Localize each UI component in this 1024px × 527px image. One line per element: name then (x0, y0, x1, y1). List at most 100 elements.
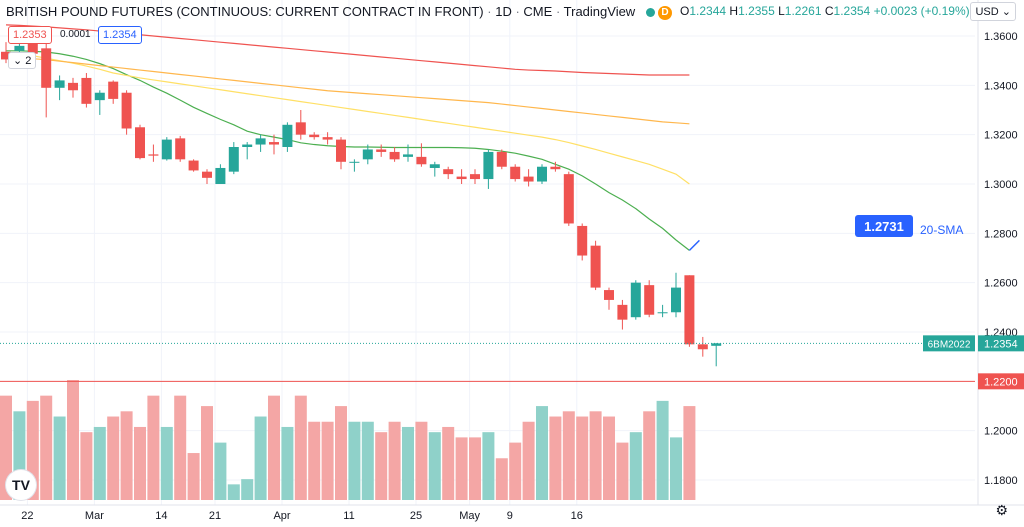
volume-bar (576, 416, 589, 500)
time-tick-label: 14 (155, 510, 167, 522)
time-tick-label: 9 (507, 510, 513, 522)
time-tick-label: Mar (85, 510, 104, 522)
candle-body (81, 77, 92, 104)
moving-averages (5, 24, 690, 251)
sma-name-label: 20-SMA (920, 223, 963, 237)
price-tick-label: 1.3400 (984, 80, 1018, 92)
volume-bar (522, 421, 535, 500)
volume-bar (643, 411, 656, 500)
candle-body (349, 161, 360, 163)
volume-bar (147, 395, 160, 500)
last-price-label: 1.2354 (984, 338, 1018, 350)
symbol-title[interactable]: BRITISH POUND FUTURES (CONTINUOUS: CURRE… (6, 4, 484, 19)
price-tick-label: 1.2000 (984, 426, 1018, 438)
sma-line-100 (5, 56, 690, 125)
candle-body (188, 160, 199, 171)
volume-bar (482, 432, 495, 500)
price-tick-label: 1.3600 (984, 31, 1018, 43)
sma-line-20-sma (6, 50, 690, 251)
candle-body (456, 176, 467, 180)
volume-bar (656, 400, 669, 500)
price-axis-bg (978, 0, 1024, 527)
tradingview-logo-icon[interactable]: TV (6, 470, 36, 500)
chart-header: BRITISH POUND FUTURES (CONTINUOUS: CURRE… (6, 4, 673, 20)
candle-body (550, 166, 561, 170)
candle-body (577, 225, 588, 256)
volume-bar (160, 426, 173, 500)
candle-body (27, 40, 38, 54)
volume-bar (562, 411, 575, 500)
candle-body (108, 81, 119, 99)
interval-label[interactable]: 1D (495, 4, 512, 19)
candle-body (617, 304, 628, 320)
candle-body (269, 142, 279, 145)
candle-body (523, 176, 534, 182)
volume-bar (683, 406, 696, 500)
volume-bar (187, 453, 200, 500)
sell-price-badge[interactable]: 1.2353 (8, 26, 52, 44)
symbol-tag (923, 335, 975, 352)
price-tick-label: 1.2600 (984, 278, 1018, 290)
time-tick-label: May (459, 510, 480, 522)
volume-bar (53, 416, 66, 500)
candle-body (175, 138, 186, 160)
volume-bar (388, 421, 401, 500)
indicator-collapse-toggle[interactable]: ⌄ 2 (8, 52, 37, 69)
candle-body (228, 147, 239, 172)
volume-bar (241, 479, 254, 500)
candle-body (94, 92, 105, 101)
market-status-icon[interactable] (646, 8, 656, 18)
candle-body (563, 174, 574, 224)
candle-body (684, 275, 695, 345)
candle-body (671, 287, 681, 313)
volume-bar (335, 406, 347, 500)
price-tick-label: 1.3200 (984, 130, 1018, 142)
candle-body (295, 122, 306, 135)
volume-bar (348, 421, 361, 500)
volume-bar (254, 416, 267, 500)
price-axis[interactable]: 1.36001.34001.32001.30001.28001.26001.24… (977, 0, 1024, 527)
candle-body (202, 171, 212, 178)
candle-body (389, 151, 400, 160)
delayed-data-badge[interactable]: D (658, 5, 673, 20)
volume-bar (415, 421, 428, 500)
volume-bar (268, 395, 280, 500)
time-tick-label: 16 (571, 510, 583, 522)
volume-bar (629, 432, 642, 500)
candlesticks[interactable] (1, 31, 722, 367)
candle-body (242, 144, 253, 147)
volume-bar (80, 432, 93, 500)
volume-bar (134, 426, 146, 500)
buy-price-badge[interactable]: 1.2354 (98, 26, 142, 44)
volume-bar (321, 421, 334, 500)
candle-body (604, 290, 614, 300)
gear-icon[interactable]: ⚙ (995, 502, 1008, 518)
time-tick-label: 25 (410, 510, 422, 522)
volume-bar (442, 426, 455, 500)
candle-body (255, 138, 266, 145)
candle-body (590, 245, 601, 288)
sma-callout-line (688, 239, 700, 251)
volume-bar (536, 406, 548, 500)
candle-body (336, 139, 346, 162)
candle-body (1, 51, 11, 60)
volume-bar (670, 437, 682, 500)
candle-body (322, 137, 333, 140)
sma-value-tag (855, 215, 913, 237)
candle-body (148, 154, 159, 156)
candle-body (644, 285, 655, 315)
sma-line-50 (5, 52, 690, 185)
volume-bar (455, 437, 468, 500)
currency-selector[interactable]: USD ⌄ (970, 2, 1016, 21)
volume-bars (0, 380, 696, 500)
candle-body (135, 127, 145, 159)
volume-bar (40, 395, 53, 500)
volume-bar (120, 411, 133, 500)
candle-body (41, 48, 52, 88)
exchange-label: CME (523, 4, 553, 19)
candle-body (483, 151, 494, 180)
ohlc-readout: O1.2344 H1.2355 L1.2261 C1.2354 +0.0023 … (680, 4, 970, 18)
volume-bar (308, 421, 321, 500)
